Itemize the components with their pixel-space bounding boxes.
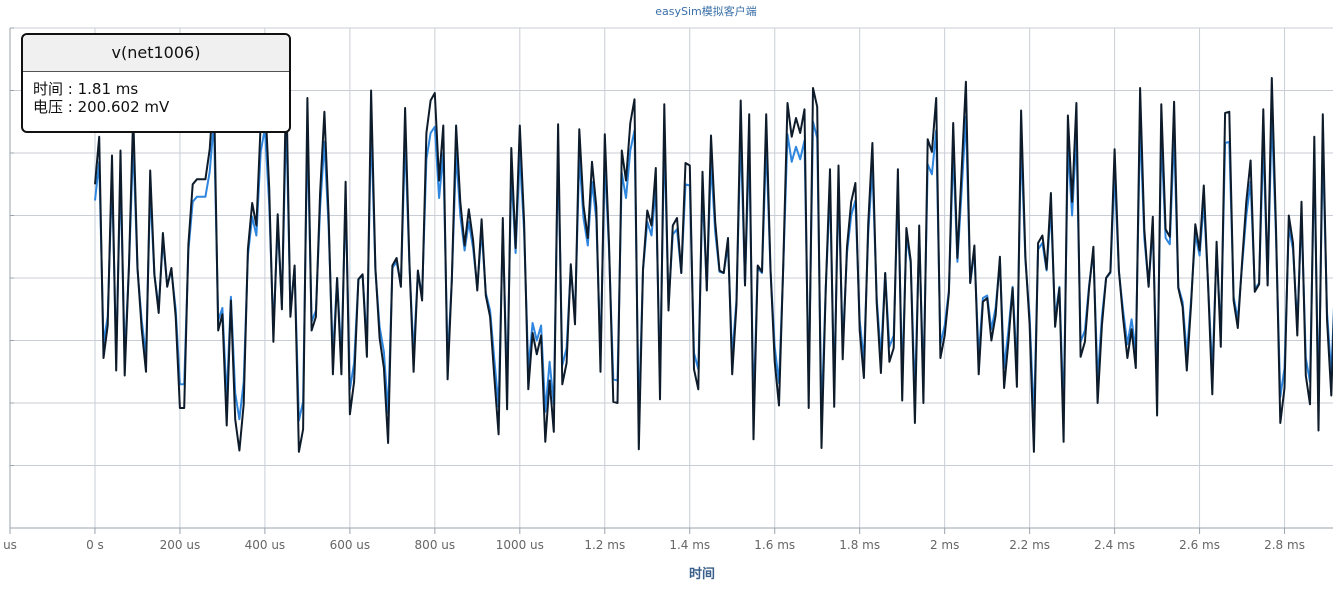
series-line [94, 77, 1333, 453]
x-tick-label: 2.2 ms [1009, 538, 1050, 552]
x-tick-label: 800 us [415, 538, 456, 552]
x-tick-label: 1.8 ms [839, 538, 880, 552]
x-tick-label: 1.4 ms [669, 538, 710, 552]
tooltip-body: 时间 : 1.81 ms 电压 : 200.602 mV [23, 72, 289, 124]
data-tooltip: v(net1006) 时间 : 1.81 ms 电压 : 200.602 mV [21, 33, 291, 133]
tooltip-series-name: v(net1006) [23, 35, 289, 72]
x-tick-label: 200 us [160, 538, 201, 552]
x-tick-label: 2.4 ms [1094, 538, 1135, 552]
x-tick-label: 1000 us [496, 538, 544, 552]
x-tick-label: 0 s [86, 538, 104, 552]
x-axis-label: 时间 [689, 566, 715, 582]
x-tick-label: 1.6 ms [754, 538, 795, 552]
x-tick-label: 2 ms [930, 538, 959, 552]
tooltip-time: 时间 : 1.81 ms [33, 80, 139, 98]
x-tick-label: 600 us [330, 538, 371, 552]
chart-title: easySim模拟客户端 [655, 5, 757, 18]
x-tick-label: 2.6 ms [1179, 538, 1220, 552]
x-axis: us 0 s 200 us 400 us 600 us 800 us 1000 us 1.2 … [3, 527, 1333, 552]
x-tick-label: us [3, 538, 17, 552]
series-layer [94, 77, 1333, 453]
x-tick-label: 1.2 ms [584, 538, 625, 552]
tooltip-voltage: 电压 : 200.602 mV [33, 98, 170, 116]
x-tick-label: 2.8 ms [1264, 538, 1305, 552]
x-tick-label: 400 us [245, 538, 286, 552]
